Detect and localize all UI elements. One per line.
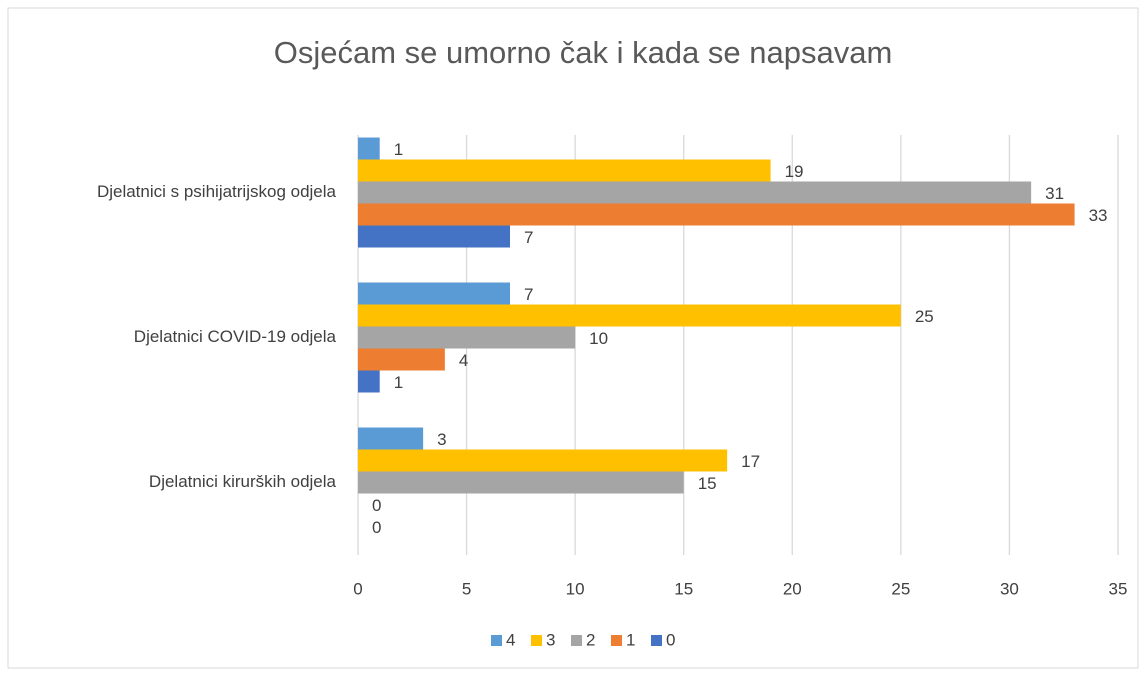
- data-label: 1: [394, 140, 403, 159]
- bar: [358, 159, 771, 182]
- legend-swatch: [531, 635, 542, 646]
- legend-swatch: [651, 635, 662, 646]
- data-label: 25: [915, 307, 934, 326]
- x-tick-label: 15: [674, 579, 693, 598]
- data-label: 7: [524, 285, 533, 304]
- data-label: 0: [372, 496, 381, 515]
- bar: [358, 203, 1075, 226]
- data-label: 15: [698, 474, 717, 493]
- data-label: 1: [394, 373, 403, 392]
- chart-title: Osjećam se umorno čak i kada se napsavam: [274, 35, 893, 70]
- bar: [358, 326, 576, 349]
- y-tick-label: Djelatnici kirurških odjela: [149, 472, 337, 491]
- data-label: 19: [785, 162, 804, 181]
- data-label: 0: [372, 518, 381, 537]
- x-tick-label: 0: [353, 579, 362, 598]
- bar: [358, 348, 445, 371]
- bar: [358, 427, 424, 450]
- data-label: 3: [437, 430, 446, 449]
- x-tick-label: 35: [1109, 579, 1128, 598]
- x-tick-label: 20: [783, 579, 802, 598]
- legend-label: 1: [626, 630, 635, 649]
- legend-label: 4: [506, 630, 515, 649]
- legend-swatch: [491, 635, 502, 646]
- legend-label: 3: [546, 630, 555, 649]
- data-label: 4: [459, 351, 468, 370]
- bar: [358, 225, 510, 248]
- data-label: 31: [1045, 184, 1064, 203]
- y-tick-label: Djelatnici s psihijatrijskog odjela: [97, 182, 337, 201]
- x-tick-label: 5: [462, 579, 471, 598]
- bar: [358, 304, 901, 327]
- bar: [358, 137, 380, 160]
- bar: [358, 181, 1032, 204]
- bar: [358, 471, 684, 494]
- x-tick-label: 25: [891, 579, 910, 598]
- bar: [358, 370, 380, 393]
- legend-swatch: [611, 635, 622, 646]
- data-label: 17: [741, 452, 760, 471]
- legend-swatch: [571, 635, 582, 646]
- data-label: 33: [1089, 206, 1108, 225]
- bar: [358, 282, 510, 305]
- data-label: 10: [589, 329, 608, 348]
- x-tick-label: 30: [1000, 579, 1019, 598]
- y-tick-label: Djelatnici COVID-19 odjela: [134, 327, 337, 346]
- data-label: 7: [524, 228, 533, 247]
- legend-label: 0: [666, 630, 675, 649]
- legend-label: 2: [586, 630, 595, 649]
- bar: [358, 449, 728, 472]
- x-tick-label: 10: [566, 579, 585, 598]
